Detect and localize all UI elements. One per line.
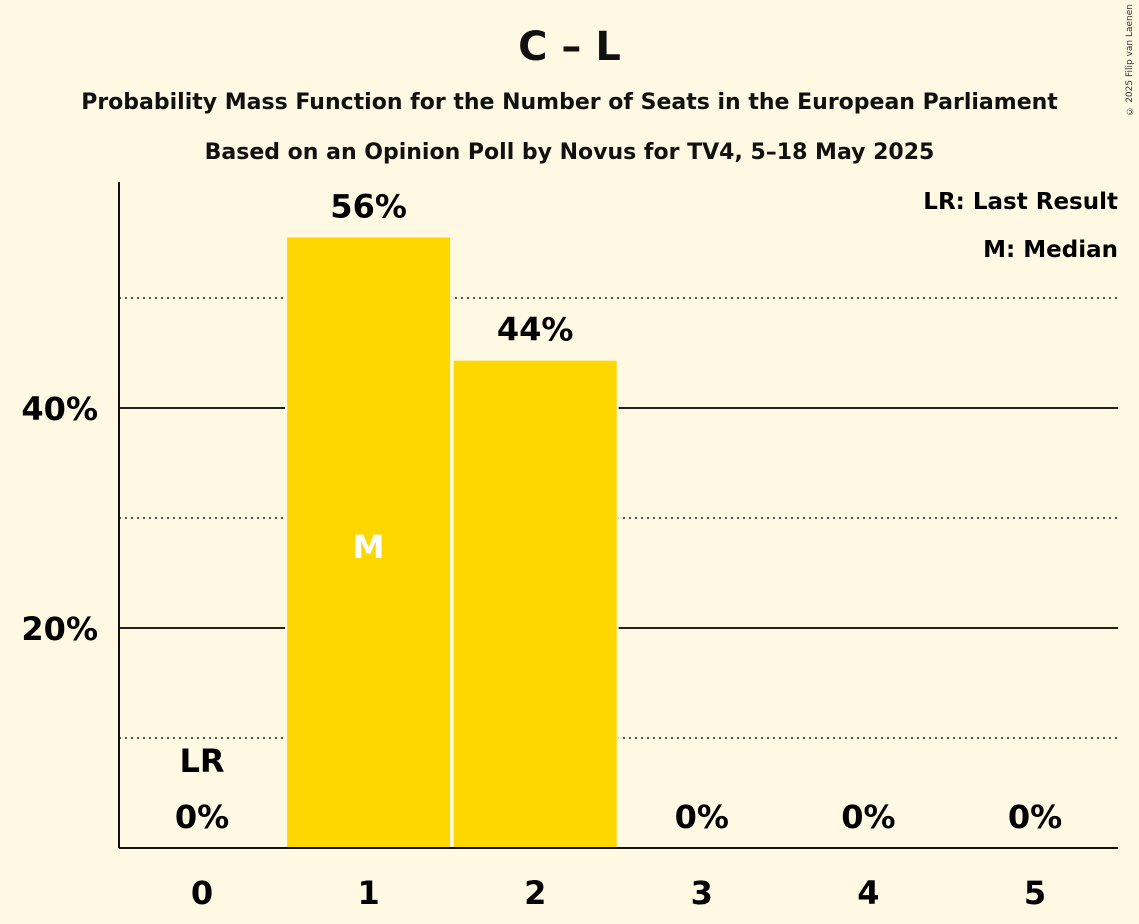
x-tick-label: 0: [191, 874, 213, 912]
x-tick-label: 2: [524, 874, 546, 912]
chart-subtitle-poll: Based on an Opinion Poll by Novus for TV…: [204, 140, 935, 165]
last-result-marker: LR: [179, 742, 224, 780]
data-label: 0%: [1008, 798, 1062, 836]
legend-last-result: LR: Last Result: [923, 189, 1118, 215]
x-tick-label: 4: [857, 874, 879, 912]
legend-median: M: Median: [983, 237, 1118, 263]
x-tick-label: 5: [1024, 874, 1046, 912]
data-label: 56%: [330, 188, 407, 226]
axes: 20% 40% 0 1 2 3 4 5: [21, 182, 1118, 912]
bar: [453, 360, 617, 848]
data-label: 0%: [175, 798, 229, 836]
bars: [285, 235, 619, 848]
bar: [287, 237, 451, 848]
x-tick-label: 1: [357, 874, 379, 912]
data-label: 0%: [675, 798, 729, 836]
x-tick-label: 3: [691, 874, 713, 912]
chart-title: C – L: [518, 24, 621, 70]
y-tick-label: 20%: [21, 610, 98, 648]
data-label: 44%: [497, 311, 574, 349]
y-tick-label: 40%: [21, 390, 98, 428]
median-marker: M: [353, 528, 385, 566]
data-labels: 0% 56% 44% 0% 0% 0% LR M: [175, 188, 1062, 837]
data-label: 0%: [841, 798, 895, 836]
chart-subtitle: Probability Mass Function for the Number…: [81, 90, 1058, 115]
